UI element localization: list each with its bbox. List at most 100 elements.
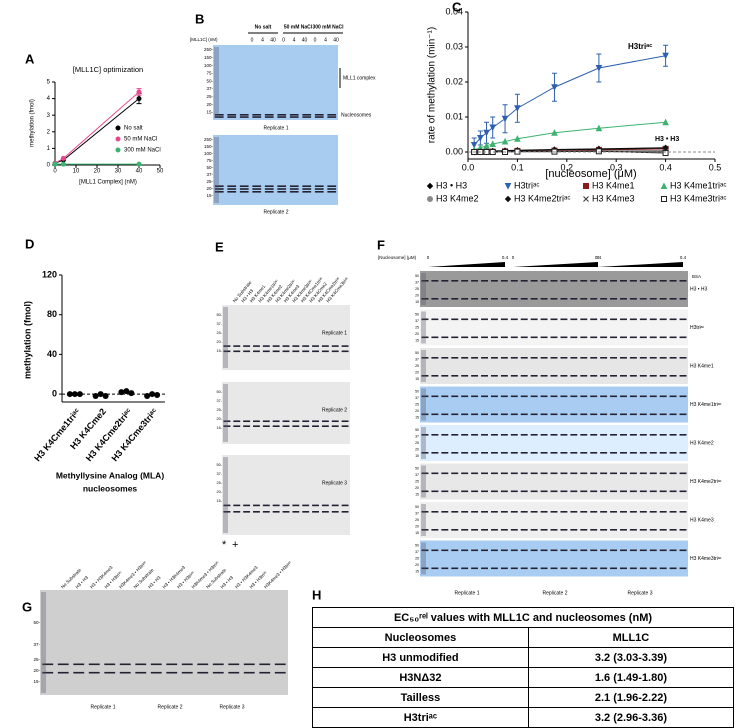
gel-band xyxy=(490,452,498,454)
gel-band xyxy=(262,345,270,347)
mw-marker: 150- xyxy=(204,55,214,60)
gel-band xyxy=(620,413,627,416)
gel-band xyxy=(451,529,459,531)
mw-marker: 37- xyxy=(217,472,223,476)
gel-band xyxy=(570,375,578,377)
gel-band xyxy=(570,280,578,282)
gel-band xyxy=(629,298,637,300)
gel-band xyxy=(510,511,518,513)
gel-band xyxy=(620,298,627,300)
y-tick-label: 0 xyxy=(52,388,57,398)
gel-band xyxy=(214,116,224,118)
gel-band xyxy=(570,395,578,398)
gel-band xyxy=(57,663,69,666)
gel-band xyxy=(649,357,657,359)
gel-band xyxy=(530,452,538,454)
gel-band xyxy=(510,375,518,377)
gel xyxy=(213,135,338,205)
mw-marker: 25 xyxy=(415,402,419,406)
nucleosome-label: Nucleosomes xyxy=(341,112,372,118)
gel-band xyxy=(629,472,637,475)
gel-band xyxy=(289,185,299,187)
gel-band xyxy=(341,504,349,507)
gel-band xyxy=(471,567,479,570)
gel-band xyxy=(550,529,558,531)
gel-band xyxy=(669,318,677,321)
gel-band xyxy=(239,116,249,118)
gel-band xyxy=(214,114,224,116)
table-title: EC₅₀ʳᵉˡ values with MLL1C and nucleosome… xyxy=(312,607,734,628)
row-label: H3 • H3 xyxy=(690,286,708,292)
gel-band xyxy=(669,567,677,570)
gel-band xyxy=(490,336,498,339)
mw-marker: 20- xyxy=(206,186,213,191)
gel-band xyxy=(461,472,469,475)
cell: Tailless xyxy=(312,687,529,708)
gel-band xyxy=(150,671,162,674)
mw-marker: 150- xyxy=(204,144,214,149)
gel-band xyxy=(421,549,429,552)
gel-band xyxy=(262,511,270,513)
gel-band xyxy=(590,298,598,300)
gel-band xyxy=(590,529,598,531)
gel-band xyxy=(600,318,608,321)
gel-band xyxy=(610,472,618,475)
gel-band xyxy=(471,298,479,300)
gel-band xyxy=(243,345,251,347)
gel-band xyxy=(431,549,439,552)
conc-label: [Nucleosome] (μM) xyxy=(378,255,417,260)
range-label: 0 xyxy=(427,255,430,260)
point xyxy=(583,183,589,189)
gel-band xyxy=(312,350,319,353)
gel-band xyxy=(451,549,459,552)
gel-band xyxy=(227,114,237,116)
gel-band xyxy=(600,452,608,454)
point xyxy=(144,393,151,400)
gel-band xyxy=(239,114,249,116)
replicate-label: Replicate 3 xyxy=(322,480,347,486)
gel-band xyxy=(441,395,449,398)
gel-band xyxy=(590,375,598,377)
gel-band xyxy=(431,511,439,513)
gel-band xyxy=(274,671,286,674)
gel-band xyxy=(277,188,287,190)
gel-band xyxy=(610,452,618,454)
mw-marker: 50 xyxy=(415,351,419,355)
point xyxy=(501,115,509,123)
gel-band xyxy=(471,511,479,513)
cell: 1.6 (1.49-1.80) xyxy=(527,667,735,688)
mw-marker: 100- xyxy=(204,151,214,156)
gel-band xyxy=(259,671,271,674)
gel-band xyxy=(520,549,528,552)
mw-marker: 25 xyxy=(415,364,419,368)
point xyxy=(477,135,484,142)
gel-band xyxy=(629,413,637,416)
gel-band xyxy=(540,375,548,377)
y-axis-label: rate of methylation (min⁻¹) xyxy=(427,27,438,143)
gel-band xyxy=(272,345,280,347)
gel-band xyxy=(679,490,687,493)
gel-band xyxy=(57,671,69,674)
gel-band xyxy=(441,434,449,436)
gel-band xyxy=(500,511,508,513)
x-tick-label: H3 K4Cme1triᵃᶜ xyxy=(32,406,82,463)
gel-band xyxy=(659,511,667,513)
gel-band xyxy=(481,567,488,570)
gel-band xyxy=(431,336,439,339)
gel-band xyxy=(620,511,627,513)
cell: 3.2 (2.96-3.36) xyxy=(527,707,735,728)
gel-band xyxy=(471,452,479,454)
gel-band xyxy=(233,350,241,353)
gel-band xyxy=(629,434,637,436)
gel-band xyxy=(610,511,618,513)
point xyxy=(489,124,497,132)
panel-label: G xyxy=(22,599,32,614)
gel-band xyxy=(243,420,251,423)
gel-band xyxy=(243,511,251,513)
lane-label: H3 • H3 xyxy=(75,575,90,590)
gel-band xyxy=(331,420,339,423)
x-axis-label: [nucleosome] (μM) xyxy=(545,168,636,180)
gel-band xyxy=(481,395,488,398)
table-row: H3NΔ32 1.6 (1.49-1.80) xyxy=(312,667,735,688)
y-tick-label: 3 xyxy=(47,113,51,119)
